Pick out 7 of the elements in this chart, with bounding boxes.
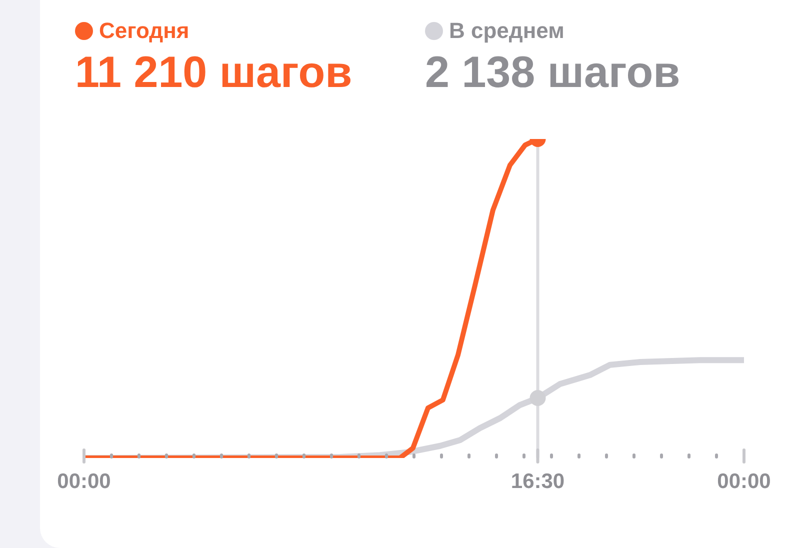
x-tick-label: 16:30	[510, 470, 565, 493]
legend-label: Сегодня	[99, 18, 190, 44]
x-tick-label: 00:00	[717, 470, 771, 493]
text: 2 138 шагов	[425, 48, 680, 97]
legend-label: В среднем	[449, 18, 564, 44]
text: 11 210 шагов	[75, 48, 352, 97]
x-tick-label: 00:00	[57, 470, 111, 493]
